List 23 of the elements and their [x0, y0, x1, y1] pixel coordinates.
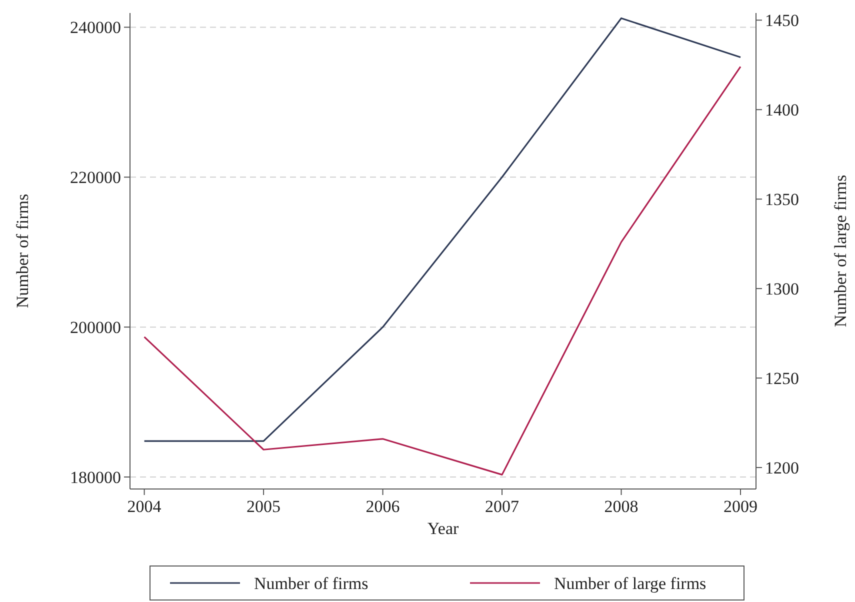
x-tick-label: 2004 [127, 497, 162, 516]
y2-tick-label: 1400 [765, 100, 799, 120]
line-series [144, 17, 742, 442]
x-axis-title: Year [427, 519, 459, 538]
y-tick-label: 200000 [70, 318, 121, 338]
y-tick-label: 220000 [70, 168, 121, 188]
y2-tick-label: 1450 [765, 11, 799, 30]
x-tick-label: 2008 [604, 497, 638, 516]
y2-tick-label: 1300 [765, 280, 799, 299]
x-tick-label: 2005 [246, 497, 281, 516]
y-tick-label: 240000 [70, 18, 121, 38]
line-series [144, 66, 742, 476]
y-axis-title: Number of firms [13, 194, 32, 308]
y2-tick-label: 1200 [765, 458, 799, 478]
legend-label: Number of large firms [554, 574, 706, 593]
y-tick-label: 180000 [70, 468, 121, 487]
y2-tick-label: 1250 [765, 369, 799, 388]
y2-tick-label: 1350 [765, 190, 799, 210]
x-tick-label: 2007 [485, 497, 520, 516]
x-tick-label: 2006 [366, 497, 400, 516]
legend-label: Number of firms [254, 574, 368, 593]
y2-axis-title: Number of large firms [831, 174, 850, 328]
x-tick-label: 2009 [724, 497, 758, 516]
